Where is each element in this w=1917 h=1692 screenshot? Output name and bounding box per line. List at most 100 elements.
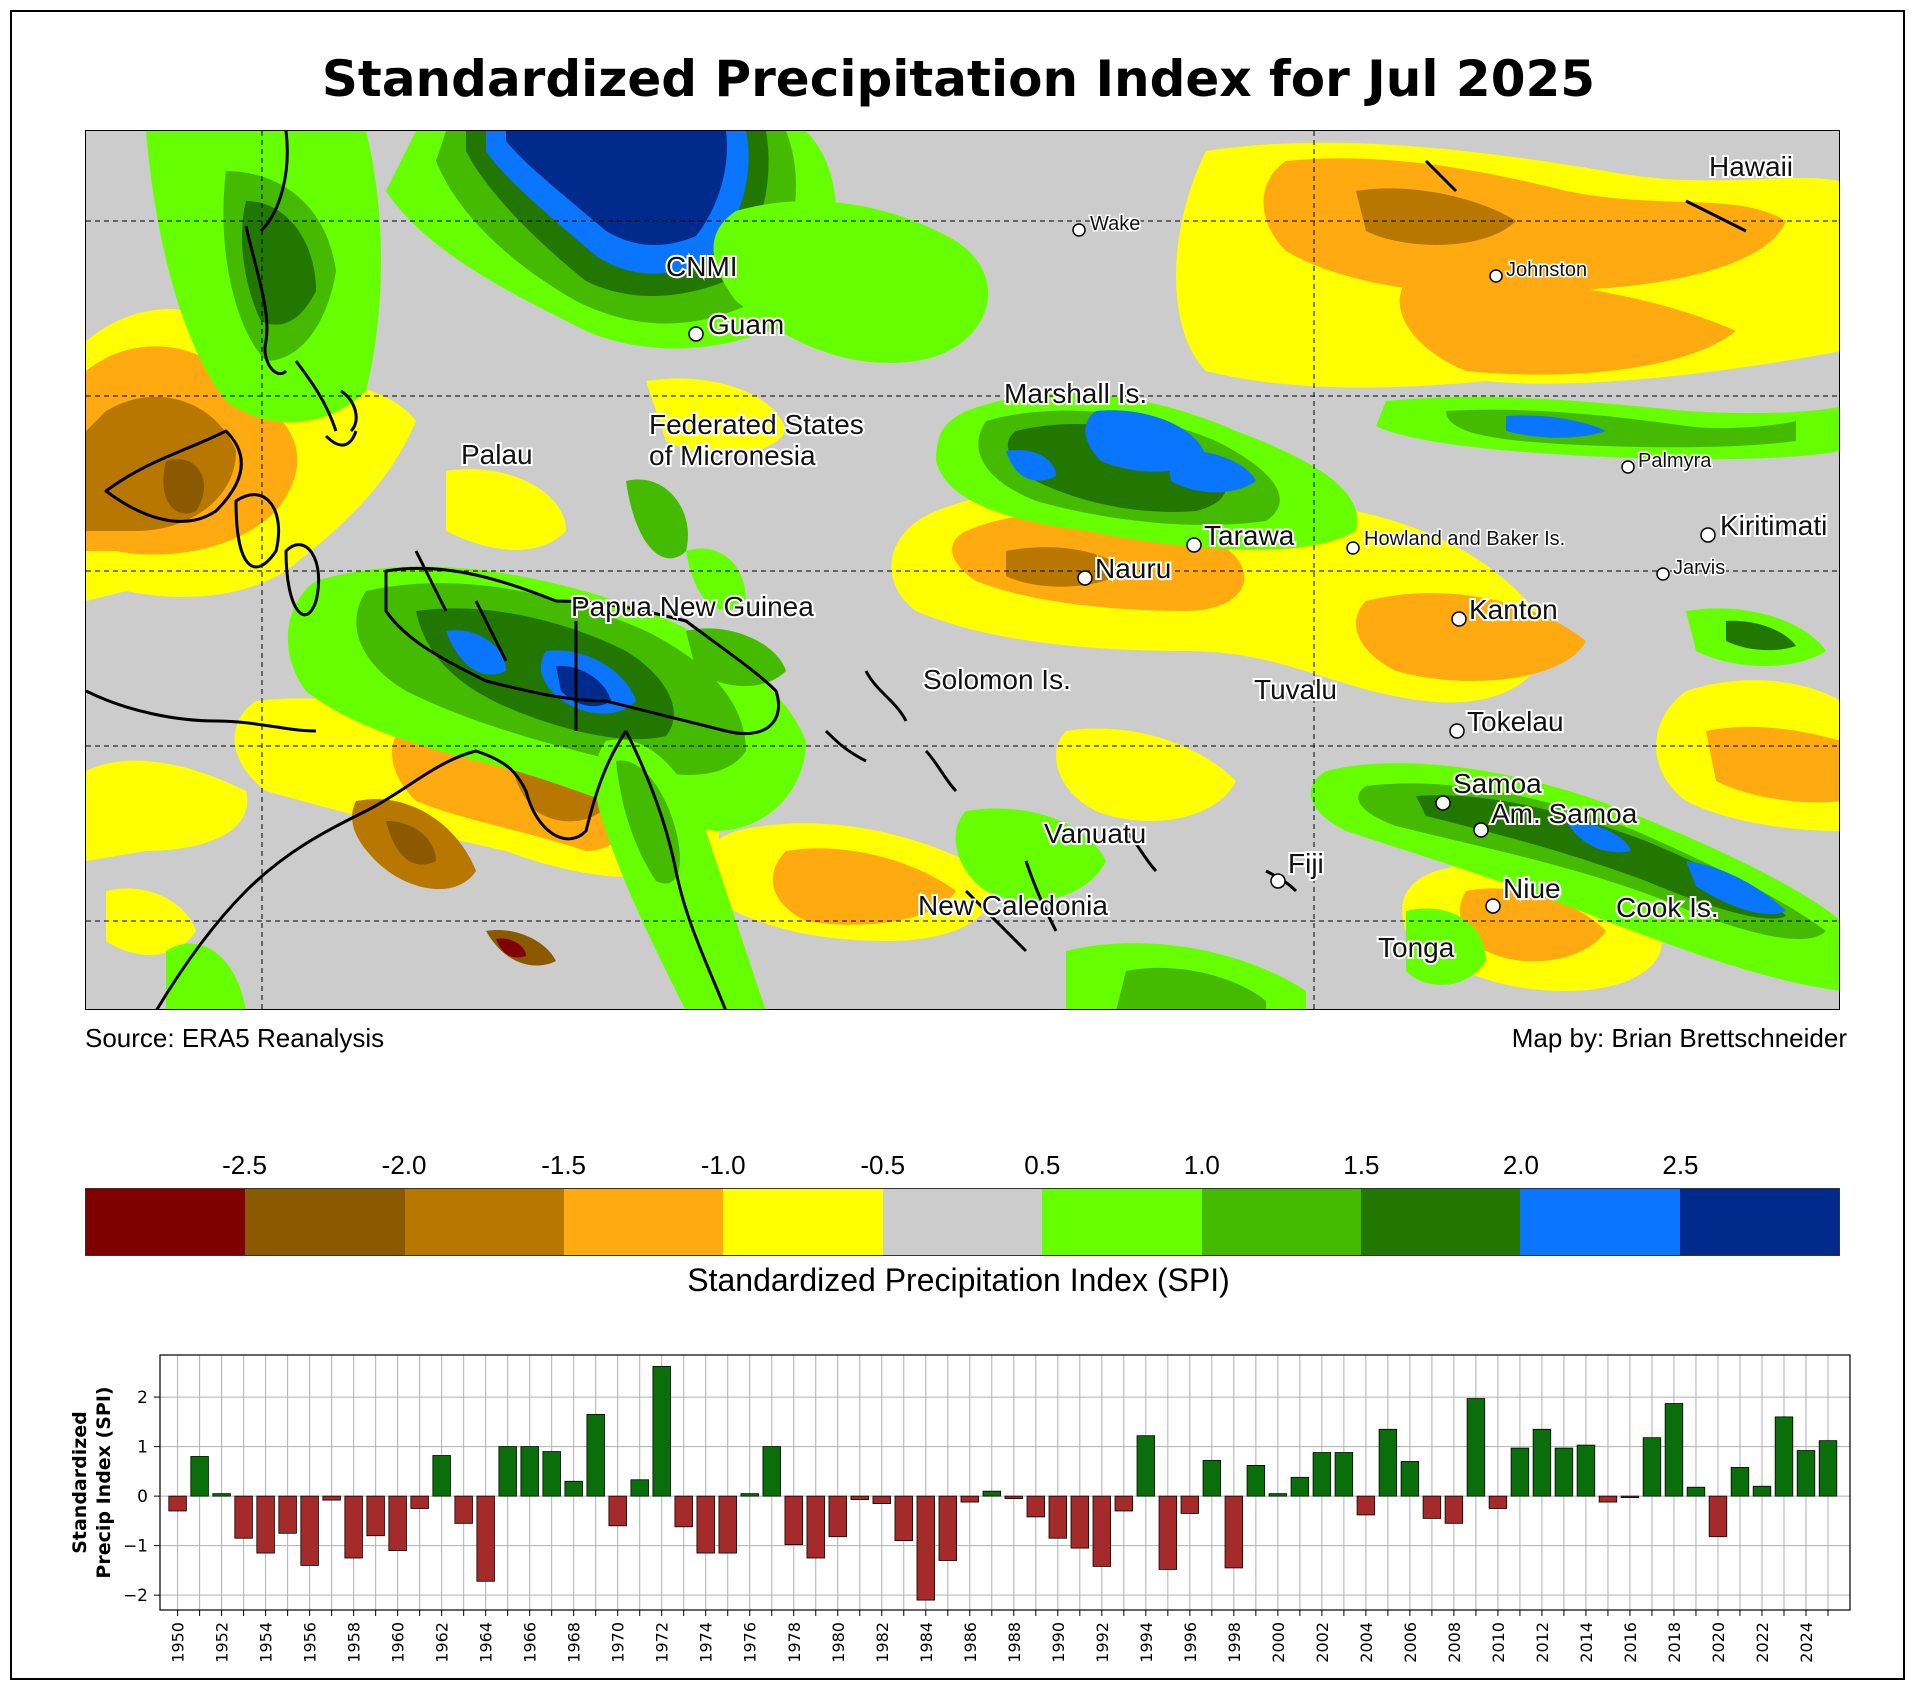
spi-bar xyxy=(1268,1493,1288,1497)
spi-bar xyxy=(256,1495,275,1554)
label-niue: Niue xyxy=(1503,873,1561,904)
x-tick-label: 1980 xyxy=(829,1622,848,1663)
place-labels: CNMI Guam Hawaii Marshall Is. Palau Fede… xyxy=(459,149,1829,965)
spi-bar xyxy=(1246,1465,1266,1497)
spi-bar xyxy=(740,1493,759,1497)
spi-bar xyxy=(1224,1495,1244,1569)
x-tick-label: 1974 xyxy=(697,1622,716,1663)
spi-bar xyxy=(476,1495,495,1582)
marker-fiji xyxy=(1270,873,1286,889)
label-nauru: Nauru xyxy=(1095,553,1171,584)
spi-bar xyxy=(1180,1495,1200,1514)
spi-timeseries-chart: −2 −1 0 1 2 1950 1952 1954 1956 1958 1960 1962 1964 1… xyxy=(0,1340,1917,1684)
marker-guam xyxy=(688,326,704,342)
spi-bar xyxy=(1774,1416,1794,1497)
label-vanuatu: Vanuatu xyxy=(1044,818,1146,849)
x-tick-label: 1984 xyxy=(917,1622,936,1663)
spi-bar xyxy=(520,1446,539,1497)
label-marshall-is: Marshall Is. xyxy=(1004,378,1147,409)
spi-bar xyxy=(938,1495,957,1561)
spi-bar xyxy=(1026,1495,1046,1518)
label-fiji: Fiji xyxy=(1288,848,1324,879)
x-tick-label: 1986 xyxy=(961,1622,980,1663)
marker-niue xyxy=(1485,898,1501,914)
x-tick-label: 2002 xyxy=(1313,1622,1332,1663)
x-tick-label: 1976 xyxy=(741,1622,760,1663)
spi-bar xyxy=(190,1456,209,1497)
spi-bar xyxy=(1664,1403,1684,1497)
x-tick-label: 1972 xyxy=(653,1622,672,1663)
label-tokelau: Tokelau xyxy=(1467,706,1564,737)
colorbar-tick-label: -1.5 xyxy=(541,1150,587,1180)
colorbar xyxy=(85,1188,1840,1256)
label-palau: Palau xyxy=(461,439,533,470)
x-tick-label: 2020 xyxy=(1709,1622,1728,1663)
spi-bar xyxy=(1422,1495,1442,1519)
spi-bar xyxy=(806,1495,825,1559)
label-solomon-is: Solomon Is. xyxy=(923,664,1071,695)
spi-bar xyxy=(1642,1437,1662,1497)
map-canvas: CNMI Guam Hawaii Marshall Is. Palau Fede… xyxy=(86,131,1839,1009)
x-tick-label: 1962 xyxy=(433,1622,452,1663)
spi-bar xyxy=(410,1495,429,1509)
spi-bar xyxy=(1334,1452,1354,1497)
spi-bar xyxy=(1708,1495,1728,1538)
marker-tokelau xyxy=(1449,723,1465,739)
colorbar-segment xyxy=(882,1189,1043,1255)
spi-bar xyxy=(234,1495,253,1539)
spi-bar xyxy=(696,1495,715,1554)
marker-wake xyxy=(1072,223,1086,237)
spi-bar xyxy=(1598,1495,1618,1503)
x-tick-label: 2004 xyxy=(1357,1622,1376,1663)
colorbar-segment xyxy=(1042,1189,1202,1255)
marker-johnston xyxy=(1489,269,1503,283)
y-axis-label: Standardized xyxy=(69,1411,91,1554)
spi-bar xyxy=(1048,1495,1068,1539)
label-kiritimati: Kiritimati xyxy=(1720,510,1827,541)
spi-bar xyxy=(982,1490,1001,1497)
spi-map: CNMI Guam Hawaii Marshall Is. Palau Fede… xyxy=(85,130,1840,1010)
label-papua-new-guinea: Papua New Guinea xyxy=(571,591,814,622)
coastlines xyxy=(86,131,1747,1009)
label-new-caledonia: New Caledonia xyxy=(918,890,1108,921)
colorbar-segment xyxy=(1679,1189,1839,1255)
label-hawaii: Hawaii xyxy=(1709,151,1793,182)
spi-bar xyxy=(1818,1440,1838,1497)
spi-bar xyxy=(1444,1495,1464,1524)
spi-bar xyxy=(388,1495,407,1551)
label-tarawa: Tarawa xyxy=(1204,520,1295,551)
x-tick-label: 2000 xyxy=(1269,1622,1288,1663)
marker-nauru xyxy=(1077,570,1093,586)
spi-bar xyxy=(1730,1466,1750,1497)
x-tick-label: 1960 xyxy=(389,1622,408,1663)
spi-bar xyxy=(850,1495,869,1500)
label-kanton: Kanton xyxy=(1469,594,1558,625)
x-tick-label: 1992 xyxy=(1093,1622,1112,1663)
label-cook-is: Cook Is. xyxy=(1616,892,1719,923)
spi-bar xyxy=(1752,1485,1772,1497)
y-axis-label: Precip Index (SPI) xyxy=(93,1386,115,1578)
spi-bar xyxy=(168,1495,187,1512)
y-tick-label: 2 xyxy=(137,1388,148,1408)
spi-bar xyxy=(564,1480,583,1497)
spi-bar xyxy=(1070,1495,1090,1549)
marker-tarawa xyxy=(1186,537,1202,553)
x-tick-label: 1970 xyxy=(609,1622,628,1663)
figure-frame xyxy=(10,10,1905,1680)
spi-bar xyxy=(1004,1495,1024,1499)
colorbar-tick-label: -0.5 xyxy=(860,1150,906,1180)
label-jarvis: Jarvis xyxy=(1673,557,1725,579)
graticule xyxy=(86,131,1839,1009)
colorbar-segment xyxy=(723,1189,883,1255)
spi-bar xyxy=(718,1495,737,1554)
colorbar-tick-label: 1.0 xyxy=(1183,1150,1220,1180)
station-markers xyxy=(688,223,1716,914)
plot-area-frame xyxy=(159,1354,1851,1611)
spi-bar xyxy=(1290,1476,1310,1497)
spi-bar xyxy=(1488,1495,1508,1509)
spi-bar xyxy=(1576,1444,1596,1497)
spi-bar xyxy=(916,1495,935,1601)
spi-bar xyxy=(674,1495,693,1528)
colorbar-segment xyxy=(564,1189,724,1255)
label-tuvalu: Tuvalu xyxy=(1254,674,1337,705)
